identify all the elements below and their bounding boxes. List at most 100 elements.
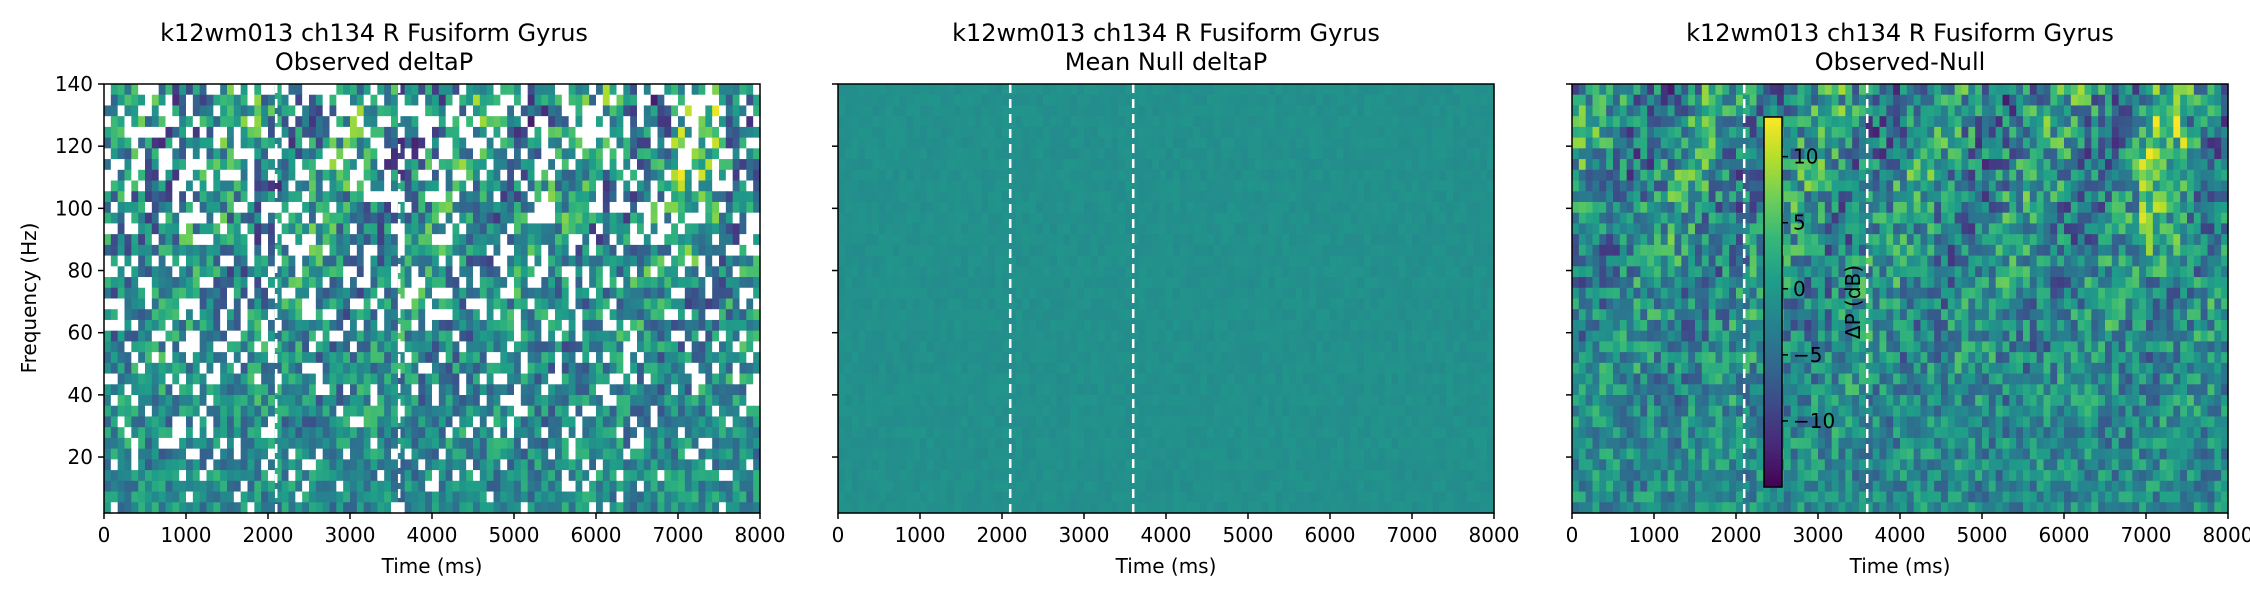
heatmap-cell — [858, 137, 866, 149]
panel-1-event-lines — [274, 84, 401, 513]
heatmap-cell — [561, 448, 570, 460]
heatmap-cell — [630, 427, 638, 439]
heatmap-cell — [589, 169, 597, 182]
heatmap-cell — [568, 266, 577, 278]
heatmap-cell — [254, 470, 262, 482]
heatmap-cell — [233, 341, 242, 353]
heatmap-cell — [1336, 191, 1345, 203]
heatmap-cell — [192, 191, 201, 203]
heatmap-cell — [493, 437, 501, 450]
heatmap-cell — [678, 427, 686, 439]
heatmap-cell — [343, 212, 351, 225]
heatmap-cell — [117, 169, 126, 182]
heatmap-cell — [1405, 180, 1413, 192]
heatmap-cell — [858, 94, 866, 107]
heatmap-cell — [568, 94, 577, 107]
heatmap-cell — [404, 373, 413, 385]
heatmap-cell — [1459, 126, 1468, 139]
heatmap-cell — [1248, 148, 1256, 160]
heatmap-cell — [336, 137, 344, 149]
heatmap-cell — [186, 287, 194, 300]
heatmap-cell — [596, 405, 604, 418]
heatmap-cell — [309, 255, 317, 267]
heatmap-cell — [199, 266, 208, 278]
heatmap-cell — [1466, 94, 1475, 107]
heatmap-cell — [479, 352, 488, 364]
heatmap-cell — [486, 427, 495, 439]
heatmap-cell — [363, 416, 372, 428]
heatmap-cell — [459, 201, 467, 214]
heatmap-cell — [548, 94, 556, 107]
heatmap-cell — [295, 384, 303, 396]
heatmap-cell — [206, 159, 214, 171]
heatmap-cell — [268, 341, 276, 353]
heatmap-cell — [151, 201, 160, 214]
heatmap-cell — [609, 437, 618, 450]
heatmap-cell — [104, 180, 112, 192]
heatmap-cell — [719, 159, 727, 171]
heatmap-cell — [213, 137, 221, 149]
heatmap-cell — [548, 502, 556, 514]
heatmap-cell — [117, 234, 126, 246]
heatmap-cell — [1070, 94, 1078, 107]
heatmap-cell — [568, 405, 577, 418]
heatmap-cell — [520, 94, 529, 107]
heatmap-cell — [240, 330, 249, 342]
heatmap-cell — [1220, 105, 1229, 117]
heatmap-cell — [1425, 94, 1434, 107]
heatmap-cell — [589, 277, 597, 289]
heatmap-cell — [637, 437, 645, 450]
heatmap-cell — [561, 502, 570, 514]
heatmap-cell — [1446, 159, 1454, 171]
heatmap-cell — [1343, 137, 1352, 149]
heatmap-cell — [131, 94, 139, 107]
heatmap-cell — [377, 287, 385, 300]
heatmap-cell — [227, 405, 235, 418]
heatmap-cell — [1377, 191, 1386, 203]
heatmap-cell — [1439, 84, 1447, 96]
heatmap-cell — [1302, 116, 1311, 128]
heatmap-cell — [1473, 105, 1481, 117]
heatmap-cell — [596, 416, 604, 428]
heatmap-cell — [1295, 84, 1304, 96]
heatmap-cell — [568, 234, 577, 246]
heatmap-cell — [1227, 148, 1235, 160]
heatmap-cell — [561, 416, 570, 428]
heatmap-cell — [452, 373, 460, 385]
heatmap-cell — [302, 94, 310, 107]
heatmap-cell — [179, 298, 187, 310]
heatmap-cell — [541, 201, 549, 214]
heatmap-cell — [609, 191, 618, 203]
heatmap-cell — [1022, 137, 1030, 149]
heatmap-cell — [459, 448, 467, 460]
heatmap-cell — [534, 427, 542, 439]
heatmap-cell — [582, 148, 590, 160]
heatmap-cell — [1234, 159, 1242, 171]
heatmap-cell — [548, 266, 556, 278]
panel-2-subtitle: Mean Null deltaP — [1065, 48, 1267, 76]
heatmap-cell — [363, 352, 372, 364]
heatmap-cell — [479, 373, 488, 385]
heatmap-cell — [295, 341, 303, 353]
heatmap-cell — [151, 94, 160, 107]
heatmap-cell — [425, 384, 433, 396]
heatmap-cell — [548, 437, 556, 450]
heatmap-cell — [1350, 116, 1358, 128]
heatmap-cell — [254, 491, 262, 503]
heatmap-cell — [425, 491, 433, 503]
heatmap-cell — [151, 416, 160, 428]
heatmap-cell — [432, 480, 440, 493]
heatmap-cell — [384, 437, 392, 450]
heatmap-cell — [309, 105, 317, 117]
heatmap-cell — [678, 126, 686, 139]
heatmap-cell — [712, 201, 720, 214]
heatmap-cell — [602, 341, 611, 353]
heatmap-cell — [281, 266, 290, 278]
heatmap-cell — [158, 148, 167, 160]
heatmap-cell — [1200, 116, 1208, 128]
heatmap-cell — [906, 126, 914, 139]
heatmap-cell — [438, 298, 447, 310]
heatmap-cell — [616, 309, 624, 321]
heatmap-cell — [616, 266, 624, 278]
